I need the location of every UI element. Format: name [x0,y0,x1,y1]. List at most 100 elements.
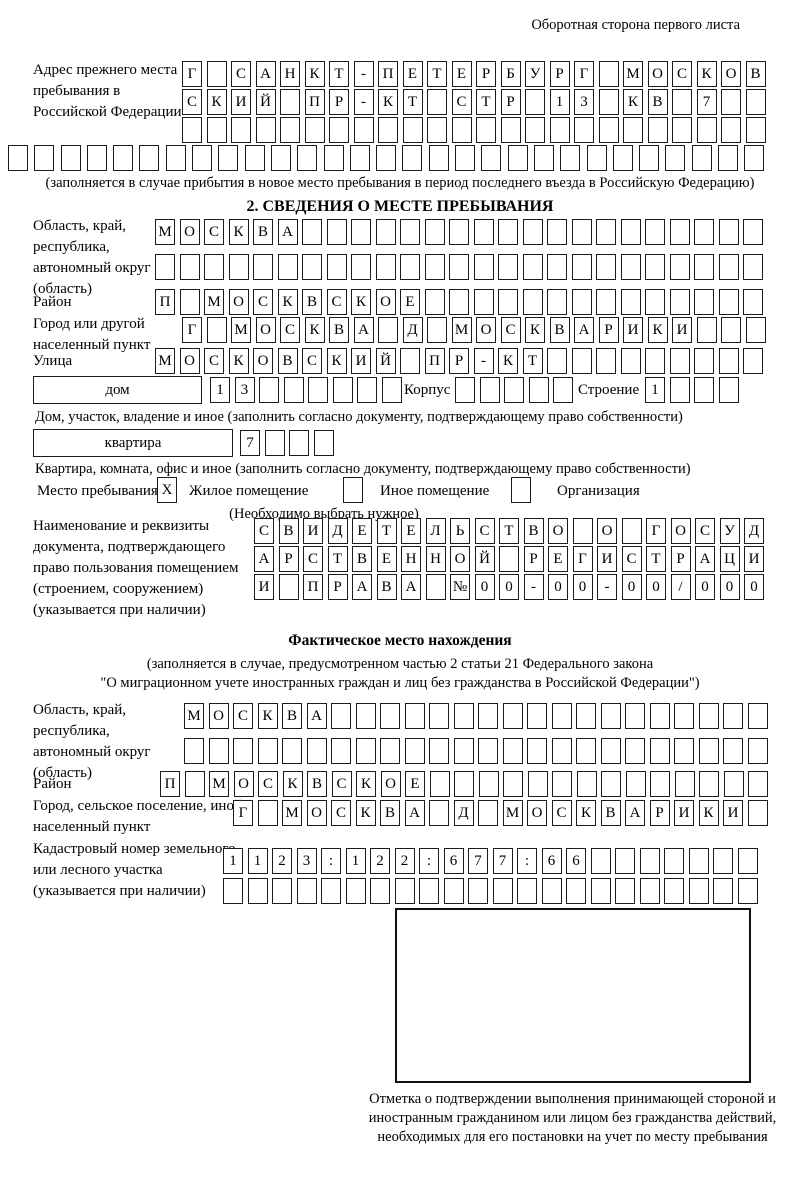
char-cell: П [303,574,323,600]
char-cell [204,254,224,280]
char-cell: 0 [572,574,593,600]
char-cell [620,289,641,315]
char-cell: А [352,574,372,600]
char-cell: У [719,518,740,544]
char-cell: В [523,518,544,544]
char-cell [549,117,570,143]
char-cell [744,145,765,171]
char-cell [424,289,445,315]
char-cell: Р [523,546,544,572]
char-cell [669,348,690,374]
char-cell [645,254,665,280]
char-cell [345,878,366,904]
char-cell: 0 [474,574,495,600]
char-cell [502,703,523,729]
char-cell [473,289,494,315]
char-cell [612,145,633,171]
char-cell [669,254,690,280]
char-cell [527,703,547,729]
korpus-cells [455,377,573,403]
char-cell: О [255,317,276,343]
char-cell [86,145,107,171]
char-cell [244,145,265,171]
char-cell [302,219,322,245]
char-cell [404,738,425,764]
char-cell: К [576,800,596,826]
char-cell [664,878,684,904]
char-cell [321,878,341,904]
char-cell [747,738,768,764]
char-cell: 1 [345,848,366,874]
char-cell: В [647,89,668,115]
char-cell: 2 [272,848,292,874]
char-cell [571,348,592,374]
char-cell [427,317,447,343]
char-cell [498,219,518,245]
char-cell: К [355,800,376,826]
char-cell [672,117,692,143]
char-cell: М [231,317,251,343]
char-cell [572,518,593,544]
char-cell: В [277,348,298,374]
char-cell: Д [402,317,423,343]
char-cell [713,848,733,874]
char-cell [527,771,548,797]
char-cell: Е [451,61,472,87]
char-cell: С [331,771,352,797]
char-cell: Й [474,546,495,572]
char-cell: С [182,89,202,115]
char-cell: 3 [296,848,317,874]
char-cell [576,703,596,729]
stay-type-checkbox-residential: X [157,477,177,503]
char-cell: М [502,800,523,826]
char-cell [566,878,586,904]
char-cell: Е [402,61,423,87]
char-cell [425,574,446,600]
char-cell: X [157,477,177,503]
char-cell [165,145,186,171]
char-cell [247,878,268,904]
char-cell: И [254,574,274,600]
char-cell [517,878,537,904]
char-cell: 0 [646,574,666,600]
char-cell [326,219,347,245]
char-cell: Е [405,771,425,797]
apartment-note: Квартира, комната, офис и иное (заполнит… [35,461,691,477]
char-cell: О [253,348,273,374]
char-cell: О [306,800,327,826]
char-cell: Д [744,518,764,544]
char-cell [552,771,572,797]
char-cell [400,254,420,280]
char-cell: К [378,89,398,115]
char-cell: Т [427,61,447,87]
char-cell: С [254,518,274,544]
actual-district-label: Район [33,776,72,792]
char-cell [615,848,635,874]
char-cell: Д [453,800,474,826]
char-cell [737,878,758,904]
char-cell: - [523,574,544,600]
char-cell: М [184,703,204,729]
char-cell: М [282,800,302,826]
char-cell [206,117,227,143]
char-cell: П [160,771,180,797]
char-cell [645,219,665,245]
char-cell [621,518,642,544]
char-cell: М [204,289,224,315]
char-cell: К [228,348,249,374]
char-cell [370,878,390,904]
char-cell [623,117,643,143]
prev-address-line3 [182,117,766,143]
document-label: Наименование и реквизиты документа, подт… [33,518,239,618]
char-cell [331,703,351,729]
char-cell: Р [500,89,521,115]
char-cell: С [204,219,224,245]
char-cell: О [380,771,401,797]
char-cell [639,848,660,874]
char-cell: О [179,348,200,374]
char-cell: У [525,61,545,87]
char-cell [691,145,712,171]
char-cell [596,289,616,315]
char-cell [331,738,351,764]
